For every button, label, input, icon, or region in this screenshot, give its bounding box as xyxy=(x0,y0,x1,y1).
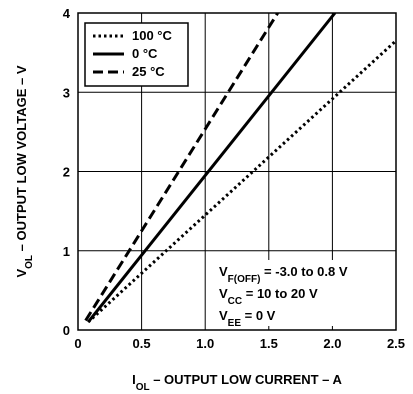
x-tick-label: 2.0 xyxy=(323,336,341,351)
annotation-vee-sub: EE xyxy=(228,318,242,329)
y-tick-labels: 0 1 2 3 4 xyxy=(63,6,71,338)
x-tick-labels: 0 0.5 1.0 1.5 2.0 2.5 xyxy=(74,336,405,351)
conditions-annotation: VF(OFF) = -3.0 to 0.8 V VCC = 10 to 20 V… xyxy=(216,260,348,329)
x-axis-label-main: I xyxy=(132,372,136,387)
plot-frame xyxy=(77,12,397,331)
x-axis-label-rest: – OUTPUT LOW CURRENT – A xyxy=(150,372,343,387)
series-layer xyxy=(84,13,396,324)
annotation-vcc: VCC = 10 to 20 V xyxy=(219,286,318,307)
annotation-vf-off: VF(OFF) = -3.0 to 0.8 V xyxy=(219,264,348,285)
y-tick-label: 0 xyxy=(63,323,70,338)
annotation-vf-off-rest: = -3.0 to 0.8 V xyxy=(260,264,347,279)
x-tick-label: 2.5 xyxy=(387,336,405,351)
annotation-vee-rest: = 0 V xyxy=(241,308,276,323)
annotation-vcc-sub: CC xyxy=(228,296,242,307)
y-tick-label: 2 xyxy=(63,165,70,180)
legend: 100 °C 0 °C 25 °C xyxy=(84,22,189,87)
annotation-background xyxy=(216,260,344,326)
x-tick-label: 0 xyxy=(74,336,81,351)
y-axis-label-sub: OL xyxy=(24,255,35,269)
grid xyxy=(78,13,396,330)
annotation-vf-off-main: V xyxy=(219,264,228,279)
series-line-0 xyxy=(87,39,396,324)
y-axis-label-main: V xyxy=(14,269,29,278)
annotation-vcc-rest: = 10 to 20 V xyxy=(242,286,318,301)
y-tick-label: 1 xyxy=(63,244,70,259)
x-axis-label-sub: OL xyxy=(136,382,150,393)
y-axis-label-rest: – OUTPUT LOW VOLTAGE – V xyxy=(14,65,29,255)
x-axis-label: IOL – OUTPUT LOW CURRENT – A xyxy=(132,372,342,393)
y-tick-label: 3 xyxy=(63,85,70,100)
annotation-vee: VEE = 0 V xyxy=(219,308,276,329)
legend-label-0c: 0 °C xyxy=(132,46,158,61)
annotation-vcc-main: V xyxy=(219,286,228,301)
x-tick-label: 1.5 xyxy=(260,336,278,351)
y-tick-label: 4 xyxy=(63,6,71,21)
annotation-vee-main: V xyxy=(219,308,228,323)
legend-label-25c: 25 °C xyxy=(132,64,165,79)
annotation-vf-off-sub: F(OFF) xyxy=(228,274,261,285)
x-tick-label: 0.5 xyxy=(133,336,151,351)
y-axis-label: VOL – OUTPUT LOW VOLTAGE – V xyxy=(14,65,35,277)
legend-label-100c: 100 °C xyxy=(132,28,173,43)
series-line-2 xyxy=(84,13,279,322)
series-line-1 xyxy=(87,13,337,324)
x-tick-label: 1.0 xyxy=(196,336,214,351)
